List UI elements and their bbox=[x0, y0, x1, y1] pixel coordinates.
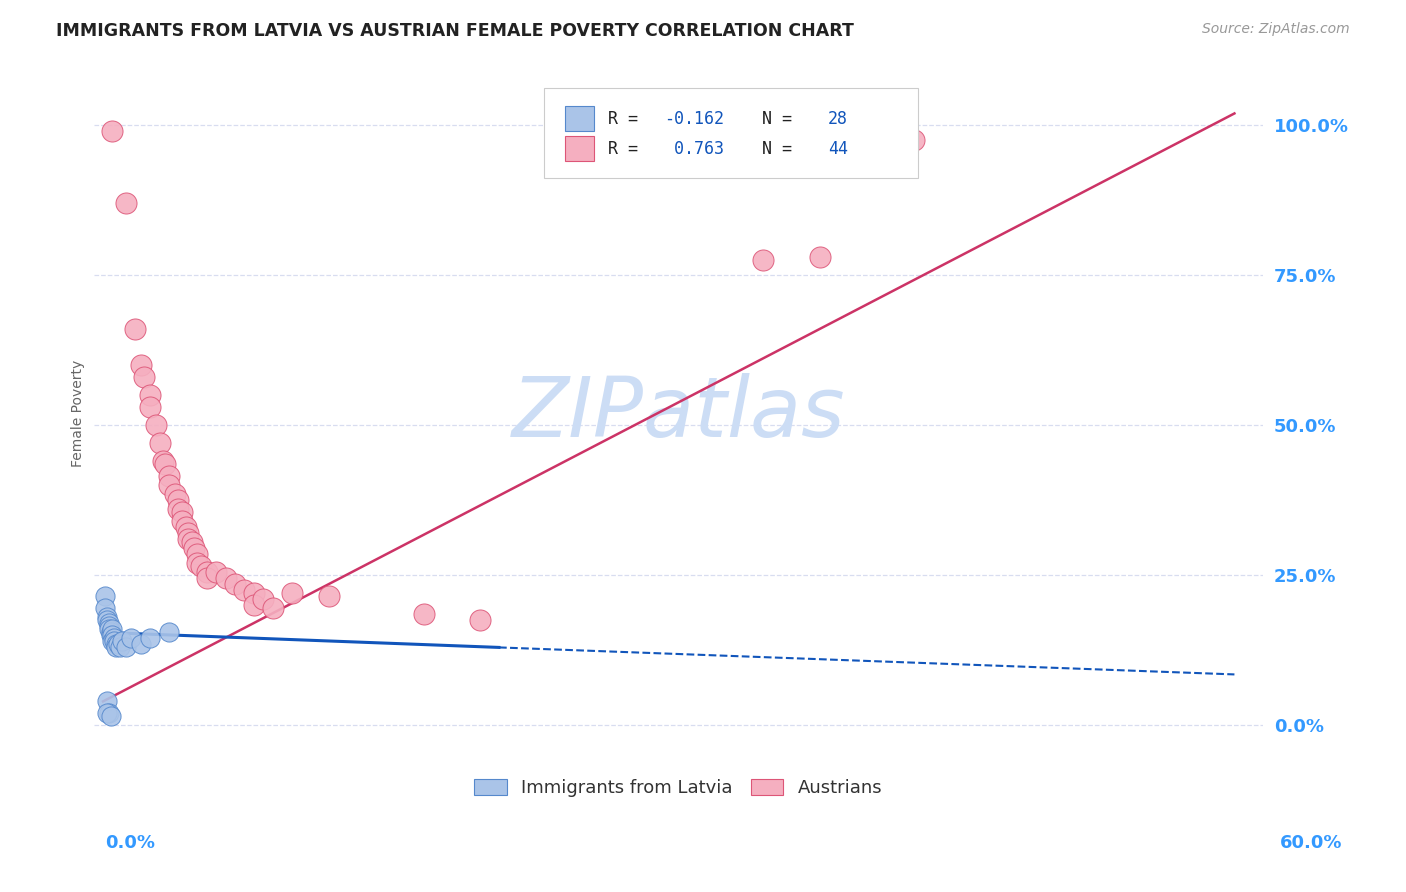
Point bbox=[195, 571, 218, 585]
Text: 0.0%: 0.0% bbox=[105, 834, 156, 852]
Point bbox=[134, 370, 156, 384]
Point bbox=[129, 359, 152, 373]
Point bbox=[96, 614, 118, 628]
Text: N =: N = bbox=[742, 140, 803, 159]
Point bbox=[172, 505, 194, 519]
FancyBboxPatch shape bbox=[544, 87, 918, 178]
Point bbox=[903, 133, 925, 147]
Point bbox=[752, 253, 775, 268]
Y-axis label: Female Poverty: Female Poverty bbox=[72, 359, 86, 467]
Point bbox=[101, 634, 124, 648]
Point bbox=[101, 623, 124, 637]
Point bbox=[205, 566, 228, 580]
Point bbox=[139, 401, 162, 415]
Point bbox=[318, 590, 340, 604]
Text: R =: R = bbox=[607, 110, 648, 128]
Point bbox=[100, 625, 122, 640]
Point bbox=[107, 637, 129, 651]
Point bbox=[129, 637, 152, 651]
FancyBboxPatch shape bbox=[565, 105, 593, 131]
Point bbox=[174, 520, 197, 534]
Point bbox=[94, 601, 117, 615]
Text: 44: 44 bbox=[828, 140, 848, 159]
FancyBboxPatch shape bbox=[565, 136, 593, 161]
Point bbox=[105, 640, 128, 655]
Point bbox=[884, 133, 907, 147]
Point bbox=[139, 388, 162, 402]
Point bbox=[262, 601, 284, 615]
Point bbox=[183, 541, 205, 556]
Point bbox=[186, 557, 208, 571]
Point bbox=[190, 559, 212, 574]
Point bbox=[120, 632, 142, 646]
Text: ZIPatlas: ZIPatlas bbox=[512, 373, 845, 454]
Text: N =: N = bbox=[742, 110, 803, 128]
Point bbox=[468, 614, 491, 628]
Point bbox=[97, 706, 120, 721]
Point bbox=[233, 583, 256, 598]
Point bbox=[139, 632, 162, 646]
Point bbox=[114, 640, 136, 655]
Point bbox=[157, 469, 180, 483]
Point bbox=[97, 619, 120, 633]
Text: 60.0%: 60.0% bbox=[1281, 834, 1343, 852]
Point bbox=[103, 634, 125, 648]
Point bbox=[186, 548, 208, 562]
Point bbox=[145, 418, 167, 433]
Point bbox=[152, 454, 174, 468]
Point bbox=[155, 458, 177, 472]
Text: IMMIGRANTS FROM LATVIA VS AUSTRIAN FEMALE POVERTY CORRELATION CHART: IMMIGRANTS FROM LATVIA VS AUSTRIAN FEMAL… bbox=[56, 22, 853, 40]
Point bbox=[808, 251, 831, 265]
Point bbox=[96, 706, 118, 721]
Point bbox=[243, 599, 266, 613]
Point bbox=[280, 586, 302, 600]
Point bbox=[177, 533, 200, 547]
Text: 0.763: 0.763 bbox=[664, 140, 724, 159]
Point bbox=[97, 616, 120, 631]
Legend: Immigrants from Latvia, Austrians: Immigrants from Latvia, Austrians bbox=[467, 772, 890, 805]
Point bbox=[105, 637, 128, 651]
Point bbox=[214, 571, 236, 585]
Point bbox=[177, 526, 200, 541]
Point bbox=[148, 436, 170, 450]
Point bbox=[111, 634, 134, 648]
Point bbox=[101, 628, 124, 642]
Point bbox=[103, 632, 125, 646]
Point bbox=[172, 515, 194, 529]
Point bbox=[108, 640, 131, 655]
Text: R =: R = bbox=[607, 140, 648, 159]
Point bbox=[252, 592, 274, 607]
Point bbox=[195, 566, 218, 580]
Point bbox=[100, 709, 122, 723]
Point bbox=[96, 610, 118, 624]
Point bbox=[97, 623, 120, 637]
Point bbox=[94, 590, 117, 604]
Point bbox=[157, 625, 180, 640]
Point bbox=[167, 493, 190, 508]
Point bbox=[163, 487, 186, 501]
Point bbox=[412, 607, 434, 622]
Point bbox=[157, 478, 180, 492]
Point bbox=[100, 628, 122, 642]
Point bbox=[224, 577, 246, 591]
Text: 28: 28 bbox=[828, 110, 848, 128]
Point bbox=[167, 502, 190, 516]
Text: Source: ZipAtlas.com: Source: ZipAtlas.com bbox=[1202, 22, 1350, 37]
Text: -0.162: -0.162 bbox=[664, 110, 724, 128]
Point bbox=[114, 196, 136, 211]
Point bbox=[180, 535, 202, 549]
Point bbox=[124, 322, 146, 336]
Point bbox=[243, 586, 266, 600]
Point bbox=[96, 694, 118, 708]
Point bbox=[101, 124, 124, 138]
